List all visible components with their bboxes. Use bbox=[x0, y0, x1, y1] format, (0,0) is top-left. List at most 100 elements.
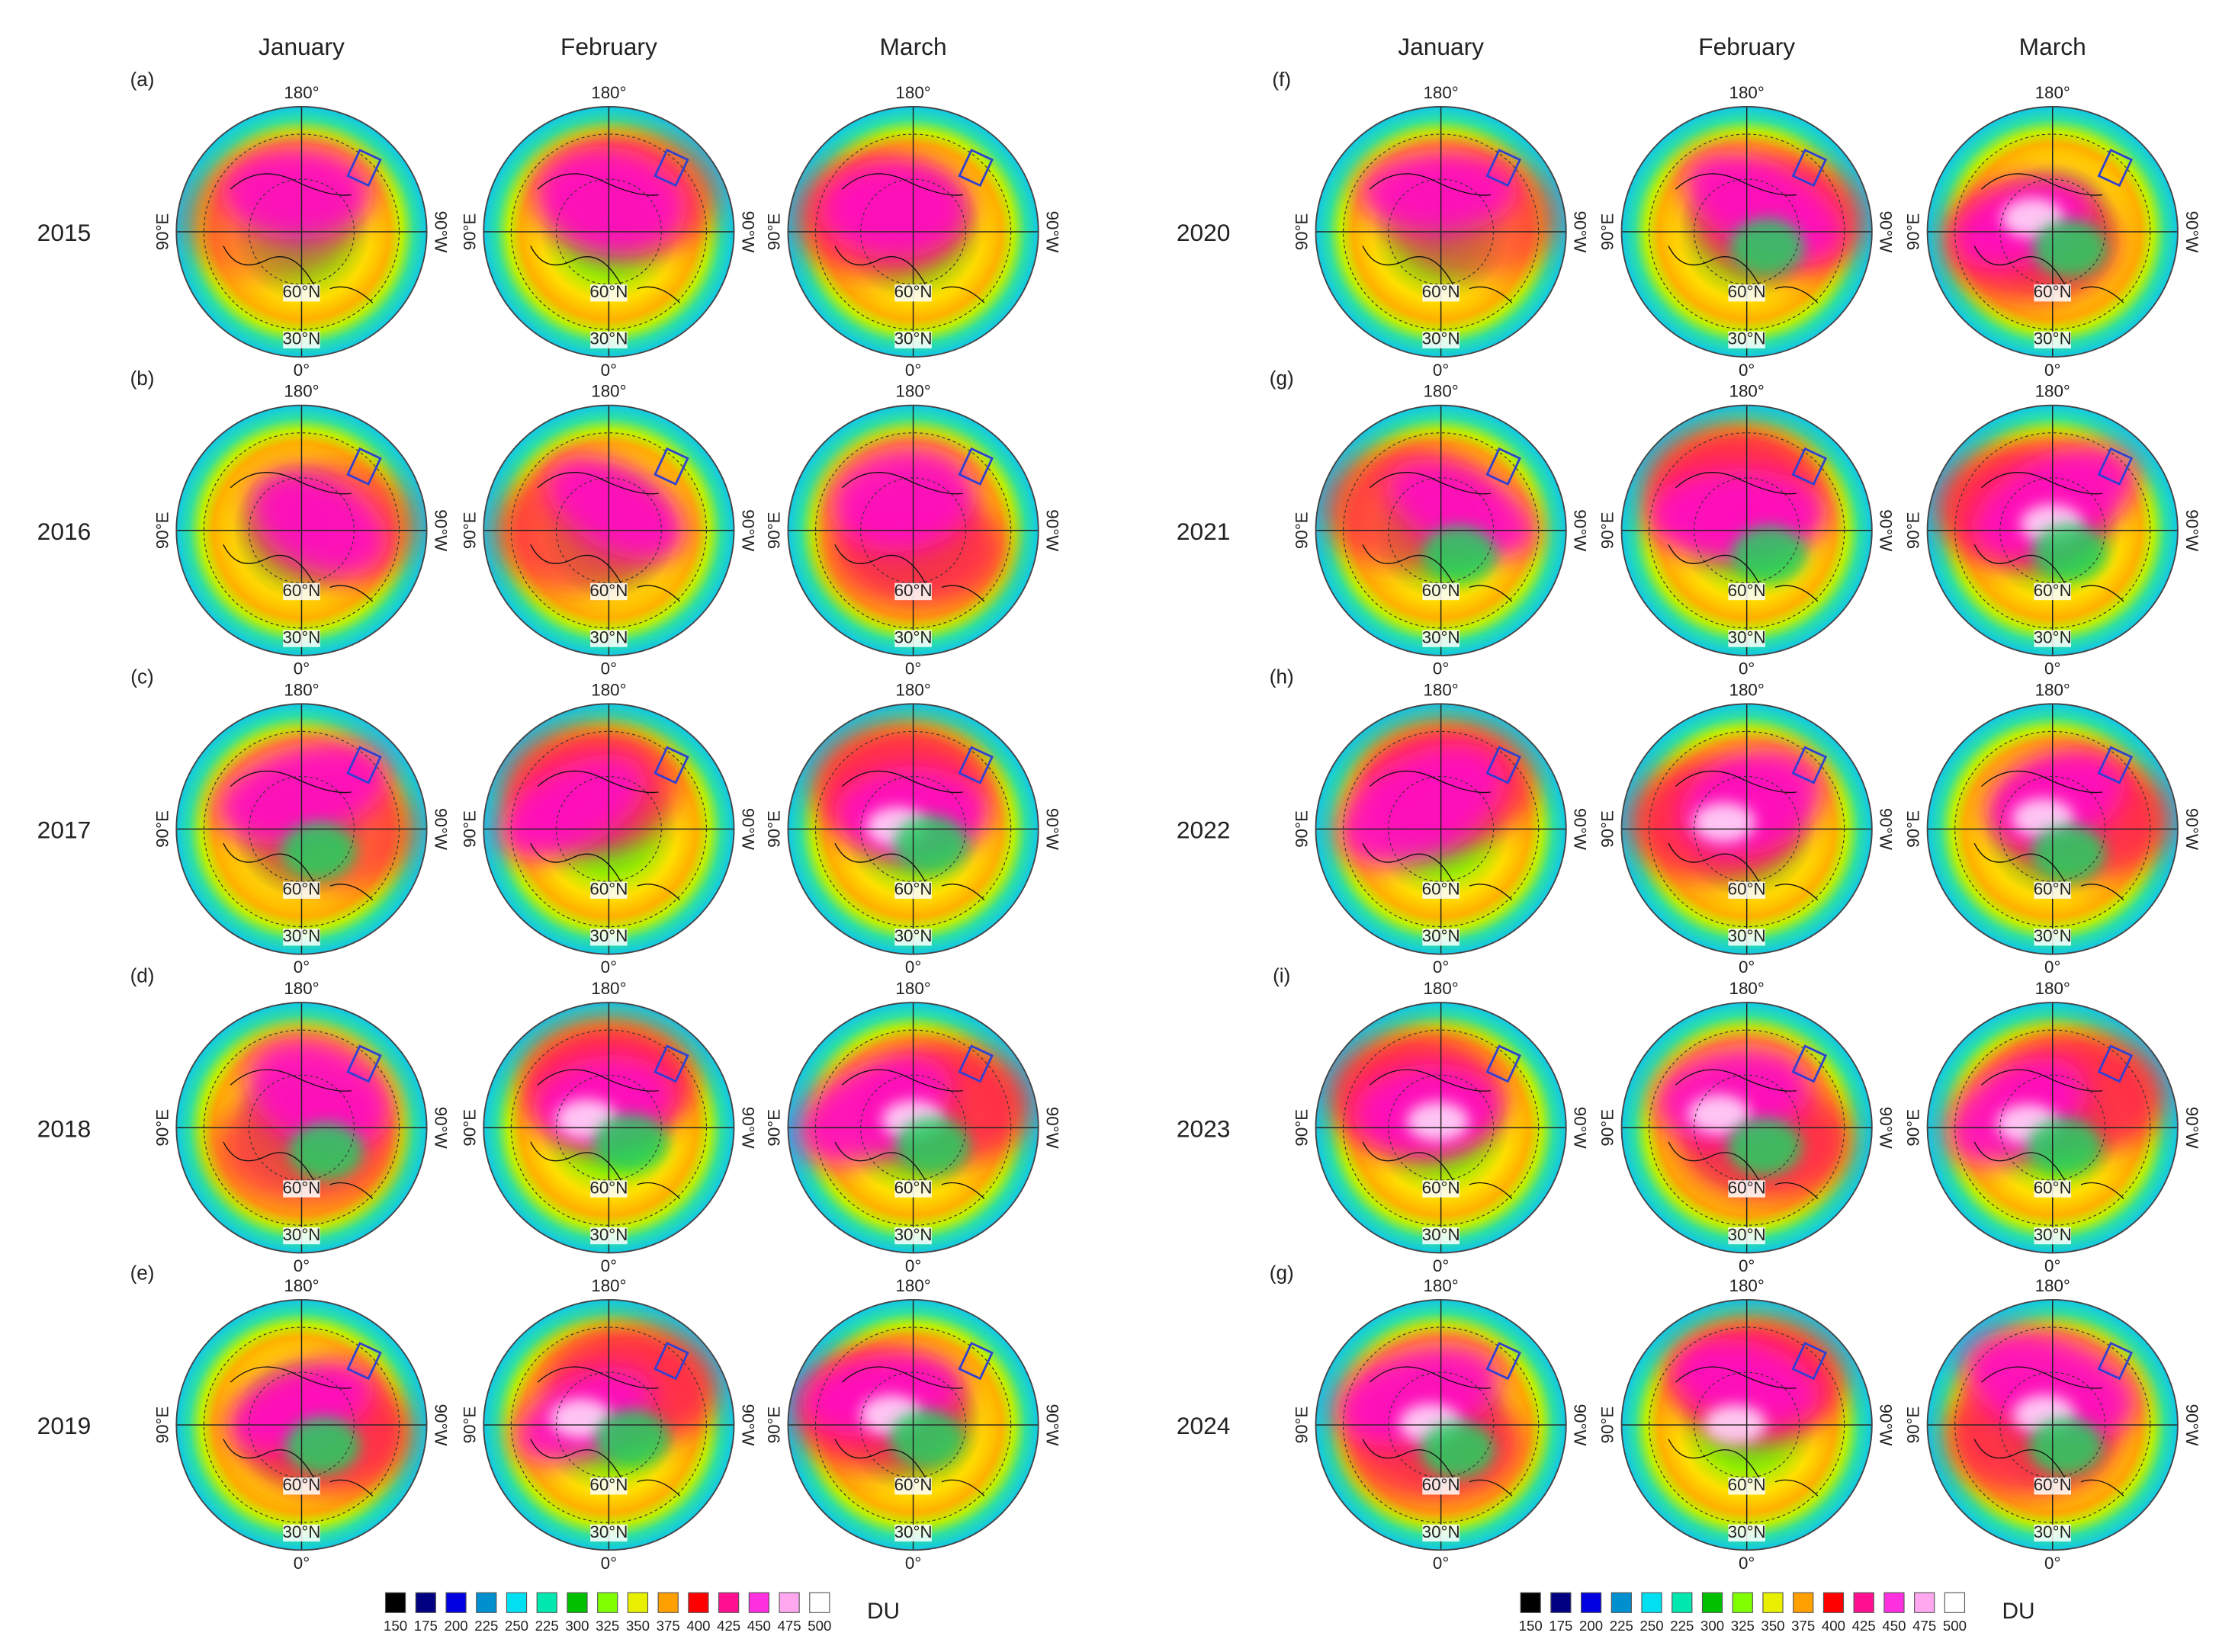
magenta-blob bbox=[1358, 149, 1518, 234]
colorbar-unit: DU bbox=[867, 1599, 900, 1624]
lat-label-bg bbox=[1422, 582, 1460, 601]
lat-label-bg bbox=[1728, 331, 1765, 349]
lat-label-bg bbox=[2034, 881, 2071, 899]
colorbar-tick: 400 bbox=[686, 1618, 710, 1634]
lat-label-bg bbox=[2034, 582, 2071, 601]
green-low bbox=[285, 1417, 360, 1474]
region-box bbox=[1791, 746, 1828, 784]
polar-map bbox=[1315, 404, 1567, 656]
year-label: 2017 bbox=[37, 816, 92, 844]
coastline bbox=[223, 472, 374, 602]
polar-map bbox=[1620, 105, 1873, 358]
year-label: 2021 bbox=[1177, 518, 1231, 545]
coastline bbox=[1973, 770, 2124, 901]
magenta-blob bbox=[545, 454, 687, 561]
ozone-field bbox=[1327, 1032, 1504, 1158]
label-90e: 90°E bbox=[1293, 1109, 1312, 1147]
ozone-field bbox=[242, 463, 420, 589]
label-90w: 90°W bbox=[432, 211, 451, 254]
label-90w: 90°W bbox=[738, 1107, 757, 1150]
lat-label: 30°N bbox=[1422, 329, 1460, 348]
ozone-field bbox=[793, 155, 971, 281]
colorbar-swatch bbox=[718, 1592, 740, 1613]
region-box bbox=[1485, 1342, 1521, 1381]
coastline bbox=[834, 1069, 985, 1199]
label-90w: 90°W bbox=[1571, 509, 1590, 552]
lat-label-bg bbox=[590, 1227, 628, 1245]
label-0: 0° bbox=[1739, 659, 1755, 678]
colorbar-tick: 425 bbox=[717, 1618, 740, 1634]
label-90e: 90°E bbox=[1293, 1407, 1312, 1444]
panel-label: (f) bbox=[1272, 68, 1291, 91]
label-90w: 90°W bbox=[2182, 211, 2201, 254]
label-0: 0° bbox=[1739, 958, 1755, 977]
map-outline bbox=[175, 703, 428, 955]
label-0: 0° bbox=[2044, 361, 2060, 380]
label-180: 180° bbox=[1729, 1276, 1765, 1295]
lat-label: 30°N bbox=[1422, 1522, 1460, 1541]
polar-map bbox=[1315, 1002, 1567, 1254]
map-outline bbox=[1620, 703, 1873, 955]
pink-core bbox=[549, 1398, 612, 1439]
polar-map bbox=[1926, 703, 2179, 955]
label-90w: 90°W bbox=[738, 808, 757, 851]
lat-label-bg bbox=[283, 630, 320, 647]
lat-label: 30°N bbox=[2034, 329, 2072, 348]
colorbar-tick: 475 bbox=[778, 1618, 801, 1634]
lat-label: 30°N bbox=[1422, 627, 1460, 646]
label-180: 180° bbox=[591, 680, 626, 699]
map-outline bbox=[175, 1002, 428, 1254]
label-180: 180° bbox=[284, 83, 319, 102]
label-0: 0° bbox=[905, 958, 921, 977]
colorbar-swatch bbox=[1610, 1592, 1632, 1613]
coastline bbox=[530, 173, 681, 303]
lat-label-bg bbox=[590, 331, 628, 349]
green-low bbox=[2028, 1417, 2103, 1475]
lat-label: 30°N bbox=[282, 329, 320, 348]
colorbar-swatch bbox=[1550, 1592, 1572, 1613]
lat-label-bg bbox=[283, 582, 320, 601]
lat-label: 30°N bbox=[894, 1225, 933, 1244]
region-box bbox=[1791, 1044, 1828, 1083]
lat-label: 60°N bbox=[589, 880, 628, 899]
label-180: 180° bbox=[2035, 1276, 2070, 1295]
label-90e: 90°E bbox=[1598, 512, 1617, 549]
green-low bbox=[895, 1117, 970, 1175]
label-180: 180° bbox=[591, 1276, 626, 1295]
coastline bbox=[834, 1366, 985, 1496]
lat-label: 30°N bbox=[1728, 926, 1766, 945]
label-180: 180° bbox=[1423, 1276, 1458, 1295]
colorbar-swatch bbox=[1762, 1592, 1784, 1613]
coastline bbox=[1668, 770, 1819, 901]
lat-label: 60°N bbox=[894, 1475, 933, 1494]
coastline bbox=[1973, 1366, 2124, 1496]
lat-label: 60°N bbox=[282, 282, 320, 301]
label-90w: 90°W bbox=[1877, 808, 1896, 851]
label-90e: 90°E bbox=[460, 810, 479, 848]
label-90e: 90°E bbox=[1293, 512, 1312, 549]
label-0: 0° bbox=[2044, 1554, 2060, 1573]
label-180: 180° bbox=[1729, 83, 1765, 102]
map-outline bbox=[1620, 1002, 1873, 1254]
label-180: 180° bbox=[284, 979, 319, 998]
colorbar-swatch bbox=[779, 1592, 800, 1613]
lat-label-bg bbox=[283, 1477, 320, 1495]
label-90w: 90°W bbox=[432, 1404, 451, 1447]
colorbar-swatch bbox=[1671, 1592, 1693, 1613]
colorbar-swatch bbox=[627, 1592, 649, 1613]
lat-label: 30°N bbox=[1728, 1225, 1766, 1244]
label-90w: 90°W bbox=[1571, 211, 1590, 254]
label-180: 180° bbox=[591, 83, 626, 102]
colorbar-tick: 300 bbox=[565, 1618, 589, 1634]
label-0: 0° bbox=[1433, 659, 1449, 678]
region-box bbox=[958, 149, 994, 188]
label-90w: 90°W bbox=[1571, 808, 1590, 851]
lat-label-bg bbox=[590, 929, 628, 946]
map-outline bbox=[1926, 1002, 2179, 1254]
map-outline bbox=[787, 404, 1039, 656]
colorbar-swatch bbox=[384, 1592, 406, 1613]
pink-core bbox=[1692, 802, 1755, 842]
label-90e: 90°E bbox=[1598, 1407, 1617, 1444]
